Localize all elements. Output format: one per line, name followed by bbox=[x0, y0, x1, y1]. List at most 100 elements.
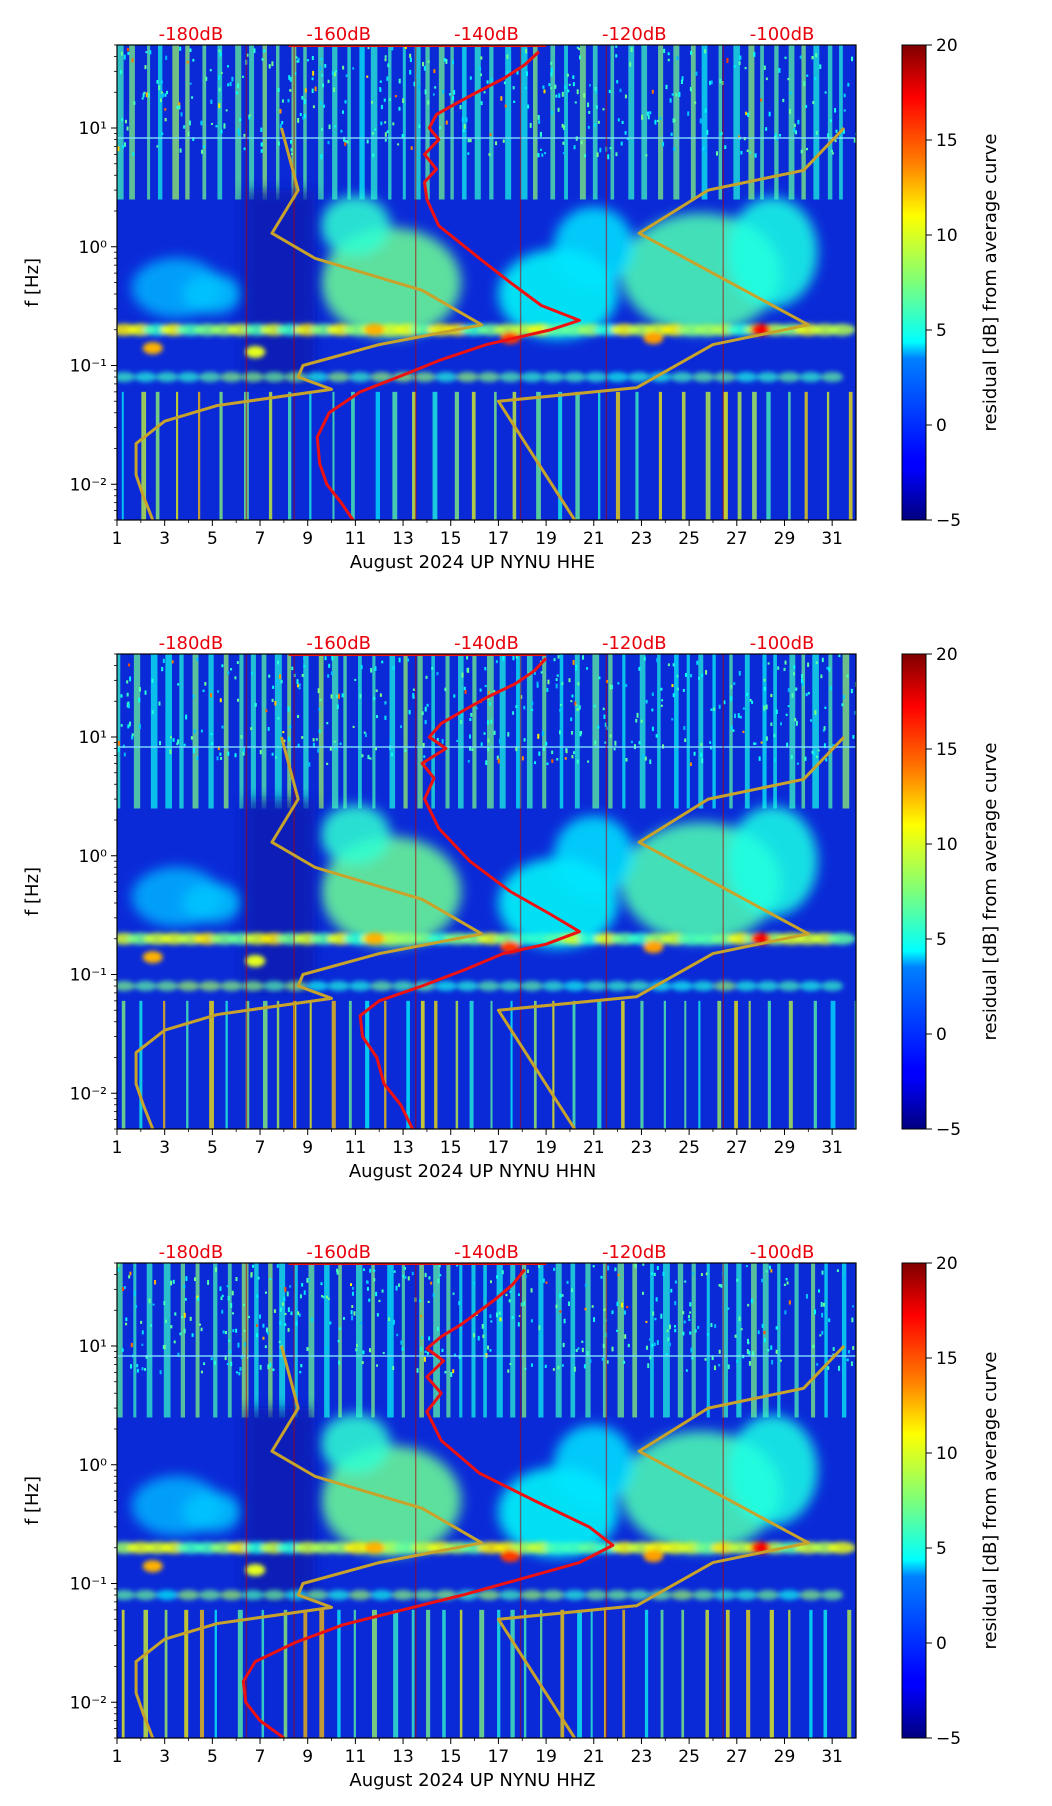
speckle bbox=[277, 141, 280, 146]
speckle bbox=[517, 1293, 520, 1297]
hot-spot bbox=[245, 345, 266, 358]
speckle bbox=[322, 1295, 325, 1299]
speckle bbox=[369, 757, 372, 760]
db-scale-label: -120dB bbox=[602, 633, 667, 654]
speckle bbox=[680, 79, 683, 84]
speckle bbox=[160, 98, 163, 103]
speckle bbox=[592, 1265, 595, 1268]
speckle bbox=[123, 1286, 126, 1289]
speckle bbox=[660, 1313, 663, 1319]
speckle bbox=[227, 83, 230, 87]
speckle bbox=[746, 692, 749, 696]
speckle bbox=[564, 85, 567, 89]
hf-streak bbox=[570, 1263, 576, 1418]
hf-streak bbox=[698, 654, 704, 809]
x-axis-label: August 2024 UP NYNU HHZ bbox=[349, 1770, 595, 1791]
speckle bbox=[545, 1281, 548, 1284]
x-tick-label: 25 bbox=[678, 1138, 700, 1158]
speckle bbox=[812, 1344, 815, 1348]
speckle bbox=[163, 1344, 166, 1350]
speckle bbox=[847, 82, 850, 87]
lf-streak bbox=[332, 391, 335, 520]
speckle bbox=[256, 1294, 259, 1298]
speckle bbox=[161, 92, 164, 98]
lf-streak bbox=[813, 1000, 817, 1129]
x-tick-label: 7 bbox=[255, 1747, 266, 1767]
speckle bbox=[768, 111, 771, 117]
speckle bbox=[533, 671, 536, 675]
band-cell bbox=[370, 372, 393, 383]
speckle bbox=[557, 1365, 560, 1370]
speckle bbox=[700, 743, 703, 747]
event-line bbox=[605, 654, 608, 1129]
band-cell bbox=[713, 981, 736, 992]
speckle bbox=[747, 112, 750, 117]
speckle bbox=[676, 674, 679, 678]
speckle bbox=[306, 59, 309, 62]
speckle bbox=[542, 1278, 545, 1283]
speckle bbox=[462, 129, 465, 133]
speckle bbox=[123, 752, 126, 757]
speckle bbox=[584, 1283, 587, 1287]
speckle bbox=[294, 72, 297, 75]
speckle bbox=[578, 705, 581, 710]
speckle bbox=[684, 1280, 687, 1283]
speckle bbox=[555, 1304, 558, 1309]
lf-streak bbox=[184, 1609, 189, 1738]
speckle bbox=[298, 687, 301, 690]
speckle bbox=[308, 762, 311, 767]
speckle bbox=[311, 55, 314, 60]
speckle bbox=[384, 58, 387, 62]
speckle bbox=[624, 94, 627, 99]
hf-streak bbox=[622, 654, 626, 809]
speckle bbox=[277, 87, 280, 92]
x-tick-label: 25 bbox=[678, 1747, 700, 1767]
speckle bbox=[690, 674, 693, 678]
speckle bbox=[236, 91, 239, 95]
speckle bbox=[352, 67, 355, 70]
speckle bbox=[239, 1367, 242, 1371]
speckle bbox=[665, 1353, 668, 1356]
speckle bbox=[250, 672, 253, 675]
speckle bbox=[183, 125, 186, 129]
hf-line bbox=[117, 745, 856, 748]
band-cell bbox=[370, 981, 393, 992]
speckle bbox=[456, 1264, 459, 1267]
speckle bbox=[426, 1351, 429, 1355]
energy-blob bbox=[553, 1424, 634, 1505]
lf-streak bbox=[348, 1000, 352, 1129]
speckle bbox=[398, 78, 401, 84]
speckle bbox=[279, 1307, 282, 1312]
lf-streak bbox=[143, 1609, 149, 1738]
speckle bbox=[469, 76, 472, 80]
x-tick-label: 21 bbox=[583, 1138, 605, 1158]
speckle bbox=[609, 146, 612, 150]
low-noise-model-curve bbox=[134, 127, 484, 520]
speckle bbox=[473, 1333, 476, 1338]
speckle bbox=[362, 1268, 365, 1271]
speckle bbox=[746, 1349, 749, 1354]
hf-streak bbox=[499, 654, 506, 809]
hf-streak bbox=[748, 45, 755, 200]
speckle bbox=[480, 101, 483, 106]
speckle bbox=[673, 147, 676, 151]
speckle bbox=[655, 734, 658, 738]
speckle bbox=[825, 758, 828, 762]
speckle bbox=[653, 1272, 656, 1277]
speckle bbox=[336, 694, 339, 698]
speckle bbox=[276, 679, 279, 684]
speckle bbox=[442, 90, 445, 94]
band-cell bbox=[241, 372, 264, 383]
energy-blob bbox=[727, 1415, 818, 1526]
lf-streak bbox=[434, 1000, 438, 1129]
hf-streak bbox=[718, 45, 723, 200]
speckle bbox=[215, 125, 218, 128]
x-axis-label: August 2024 UP NYNU HHE bbox=[350, 552, 595, 573]
speckle bbox=[523, 738, 526, 742]
speckle bbox=[700, 1273, 703, 1276]
speckle bbox=[621, 1302, 624, 1308]
speckle bbox=[749, 699, 752, 702]
speckle bbox=[506, 70, 509, 75]
speckle bbox=[344, 139, 347, 143]
speckle bbox=[238, 1371, 241, 1376]
